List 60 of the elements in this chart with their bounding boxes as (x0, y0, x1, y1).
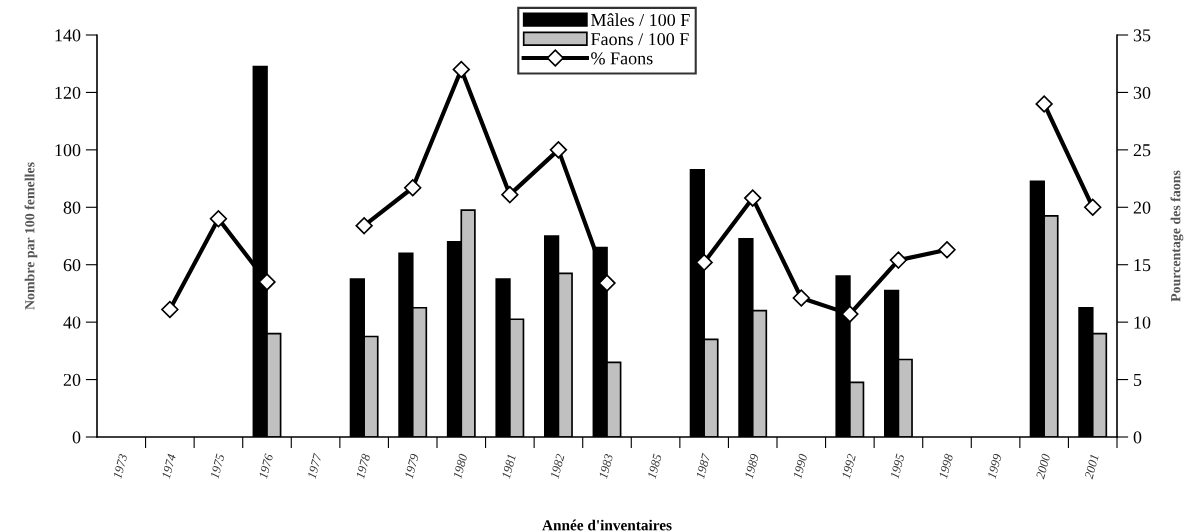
y2-axis-title: Pourcentage des faons (1170, 170, 1184, 302)
y-tick-label: 60 (63, 258, 81, 272)
y-tick-label: 120 (55, 86, 81, 99)
point (744, 189, 762, 207)
x-tick-label: 1977 (307, 452, 322, 480)
y2-tick-label: 25 (1133, 144, 1151, 157)
x-tick-label: 1980 (453, 453, 468, 480)
x-tick-label: 2000 (1035, 453, 1051, 480)
x-tick-label: 2001 (1084, 454, 1099, 480)
legend-label: Mâles / 100 F (591, 13, 690, 27)
y2-tick-label: 35 (1133, 29, 1151, 42)
point (598, 274, 616, 292)
x-tick-label: 1978 (355, 453, 371, 480)
x-tick-label: 1985 (647, 453, 662, 480)
x-tick-label: 1995 (890, 453, 905, 480)
point (258, 273, 276, 291)
x-tick-label: 1982 (550, 453, 565, 480)
point (889, 251, 908, 269)
x-tick-label: 1981 (501, 454, 516, 480)
x-tick-label: 1987 (695, 452, 711, 480)
point (1084, 198, 1102, 216)
legend-label: Faons / 100 F (591, 33, 689, 46)
point (501, 185, 519, 204)
x-tick-label: 1990 (793, 453, 808, 480)
y-tick-label: 140 (55, 29, 81, 42)
point (792, 289, 810, 307)
y2-tick-label: 15 (1134, 259, 1151, 272)
x-axis-title: Année d'inventaires (542, 519, 672, 531)
y-tick-label: 20 (63, 373, 81, 387)
point (161, 300, 179, 319)
y2-tick-label: 30 (1133, 86, 1151, 99)
y-tick-label: 100 (55, 144, 81, 157)
legend-label: % Faons (591, 52, 653, 65)
point (404, 179, 422, 197)
x-tick-label: 1975 (210, 453, 225, 480)
point (938, 241, 956, 259)
y2-tick-label: 5 (1134, 374, 1142, 387)
y2-tick-label: 0 (1133, 431, 1142, 444)
point (209, 210, 228, 228)
x-tick-label: 1999 (987, 453, 1002, 480)
point (549, 141, 568, 159)
x-tick-label: 1973 (113, 453, 128, 480)
y2-tick-label: 10 (1134, 316, 1151, 329)
x-tick-label: 1998 (938, 453, 954, 480)
y-tick-label: 80 (63, 201, 81, 214)
y-axis-title: Nombre par 100 femelles (24, 162, 38, 310)
y2-tick-label: 20 (1133, 201, 1151, 214)
y-tick-label: 0 (72, 431, 81, 444)
x-tick-label: 1976 (258, 453, 274, 480)
x-tick-label: 1983 (598, 453, 614, 480)
point (841, 305, 859, 323)
point (695, 253, 713, 272)
x-tick-label: 1974 (161, 453, 177, 480)
x-tick-label: 1979 (404, 453, 419, 480)
point (1035, 95, 1053, 113)
point (452, 60, 470, 79)
x-tick-label: 1992 (841, 453, 857, 480)
y-tick-label: 40 (63, 316, 81, 329)
point (355, 216, 373, 235)
x-tick-label: 1989 (744, 453, 759, 480)
